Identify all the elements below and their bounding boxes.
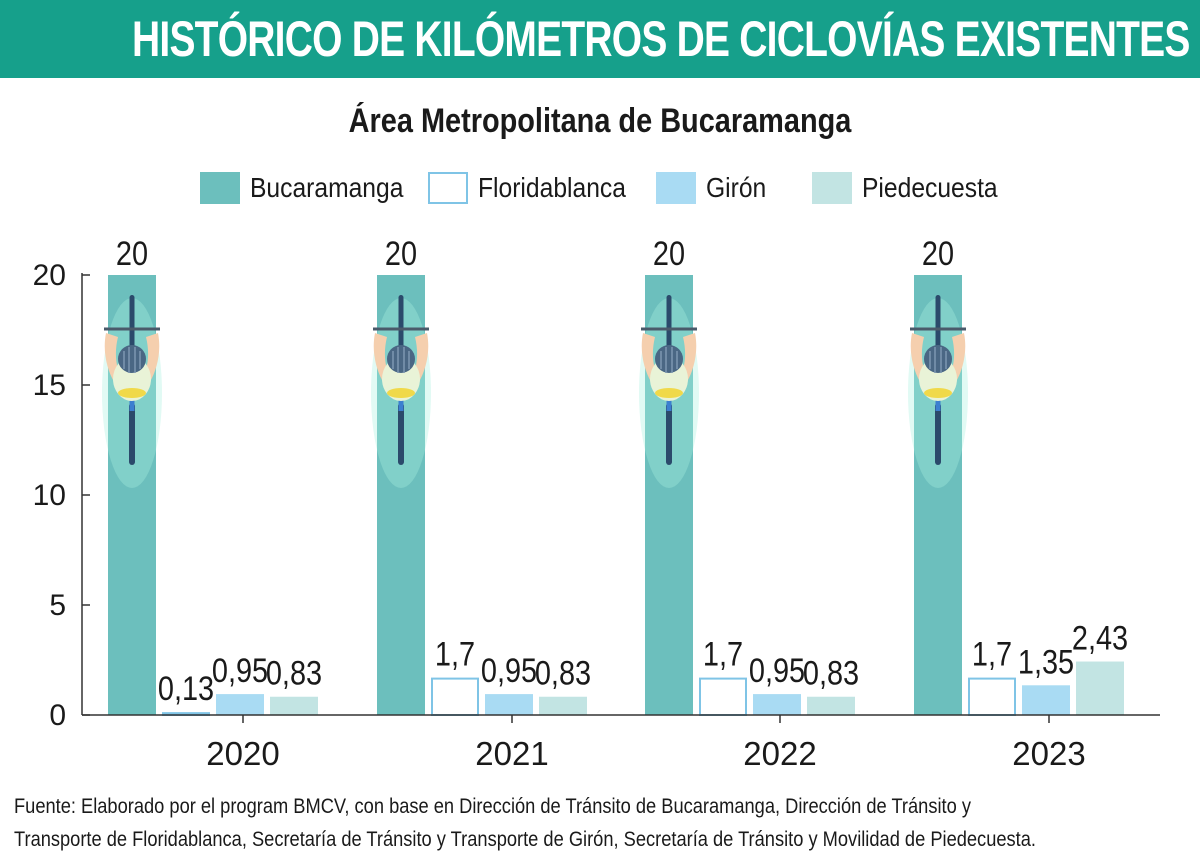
cyclist-helmet-vents	[660, 347, 678, 373]
x-axis: 2020 2021 2022 2023	[82, 714, 1160, 772]
bar-piedecuesta-2023	[1076, 661, 1124, 715]
cyclist-rear-wheel	[398, 403, 404, 465]
cyclist-icon	[371, 295, 431, 488]
legend-swatch-floridablanca	[428, 172, 468, 204]
data-label-floridablanca-2022: 1,7	[703, 634, 743, 673]
cyclist-helmet	[387, 345, 415, 373]
cyclist-front-wheel	[129, 295, 135, 355]
legend-label-bucaramanga: Bucaramanga	[250, 172, 404, 203]
legend-label-floridablanca: Floridablanca	[478, 172, 626, 203]
legend: Bucaramanga Floridablanca Girón Piedecue…	[0, 168, 1200, 208]
data-label-giron-2022: 0,95	[749, 651, 805, 690]
bar-giron-2021	[485, 694, 533, 715]
data-label-piedecuesta-2022: 0,83	[803, 653, 859, 692]
cyclist-icon	[908, 295, 968, 488]
x-tick-label-2021: 2021	[475, 735, 548, 772]
data-label-giron-2020: 0,95	[212, 651, 268, 690]
data-label-bucaramanga-2020: 20	[116, 234, 148, 273]
legend-swatch-bucaramanga	[200, 172, 240, 204]
cyclist-icon	[102, 295, 162, 488]
y-tick-label: 20	[33, 259, 66, 292]
cyclist-saddle	[924, 388, 952, 398]
chart-title: HISTÓRICO DE KILÓMETROS DE CICLOVÍAS EXI…	[132, 11, 1190, 67]
cyclist-saddle	[655, 388, 683, 398]
cyclist-helmet	[655, 345, 683, 373]
data-label-bucaramanga-2023: 20	[922, 234, 954, 273]
bar-floridablanca-2023	[968, 677, 1016, 716]
cyclist-icons-group	[102, 295, 968, 488]
legend-swatch-giron	[656, 172, 696, 204]
cyclist-rear-wheel	[935, 403, 941, 465]
bar-giron-2020	[216, 694, 264, 715]
data-label-piedecuesta-2020: 0,83	[266, 653, 322, 692]
cyclist-rear-wheel	[666, 403, 672, 465]
x-tick-label-2023: 2023	[1012, 735, 1085, 772]
data-label-bucaramanga-2022: 20	[653, 234, 685, 273]
data-label-floridablanca-2020: 0,13	[158, 669, 214, 708]
chart-subtitle: Área Metropolitana de Bucaramanga	[348, 102, 852, 140]
data-label-giron-2021: 0,95	[481, 651, 537, 690]
cyclist-helmet	[924, 345, 952, 373]
cyclist-helmet-vents	[929, 347, 947, 373]
legend-swatch-piedecuesta	[812, 172, 852, 204]
data-label-floridablanca-2021: 1,7	[435, 634, 475, 673]
data-label-piedecuesta-2023: 2,43	[1072, 618, 1128, 657]
cyclist-front-wheel	[935, 295, 941, 355]
data-label-piedecuesta-2021: 0,83	[535, 653, 591, 692]
cyclist-icon	[639, 295, 699, 488]
cyclist-saddle	[118, 388, 146, 398]
data-label-floridablanca-2023: 1,7	[972, 634, 1012, 673]
y-axis: 0 5 10 15 20	[33, 259, 90, 732]
source-line-2: Transporte de Floridablanca, Secretaría …	[14, 828, 1036, 851]
data-label-bucaramanga-2021: 20	[385, 234, 417, 273]
cyclist-front-wheel	[398, 295, 404, 355]
bar-giron-2022	[753, 694, 801, 715]
x-tick-label-2022: 2022	[743, 735, 816, 772]
bar-piedecuesta-2022	[807, 696, 855, 715]
y-tick-label: 5	[49, 589, 66, 622]
cyclist-saddle	[387, 388, 415, 398]
cyclist-rear-wheel	[129, 403, 135, 465]
bar-giron-2023	[1022, 685, 1070, 715]
y-tick-label: 10	[33, 479, 66, 512]
y-tick-label: 15	[33, 369, 66, 402]
cyclist-helmet	[118, 345, 146, 373]
legend-label-giron: Girón	[706, 172, 767, 203]
legend-label-piedecuesta: Piedecuesta	[862, 172, 998, 203]
cyclist-helmet-vents	[123, 347, 141, 373]
cyclist-front-wheel	[666, 295, 672, 355]
y-tick-label: 0	[49, 699, 66, 732]
source-note: Fuente: Elaborado por el program BMCV, c…	[14, 790, 1194, 856]
bar-piedecuesta-2021	[539, 696, 587, 715]
cyclist-helmet-vents	[392, 347, 410, 373]
bar-floridablanca-2022	[699, 677, 747, 716]
data-label-giron-2023: 1,35	[1018, 642, 1074, 681]
title-banner: HISTÓRICO DE KILÓMETROS DE CICLOVÍAS EXI…	[0, 0, 1200, 78]
bar-floridablanca-2021	[431, 677, 479, 716]
source-line-1: Fuente: Elaborado por el program BMCV, c…	[14, 795, 971, 818]
bar-piedecuesta-2020	[270, 696, 318, 715]
x-tick-label-2020: 2020	[206, 735, 279, 772]
